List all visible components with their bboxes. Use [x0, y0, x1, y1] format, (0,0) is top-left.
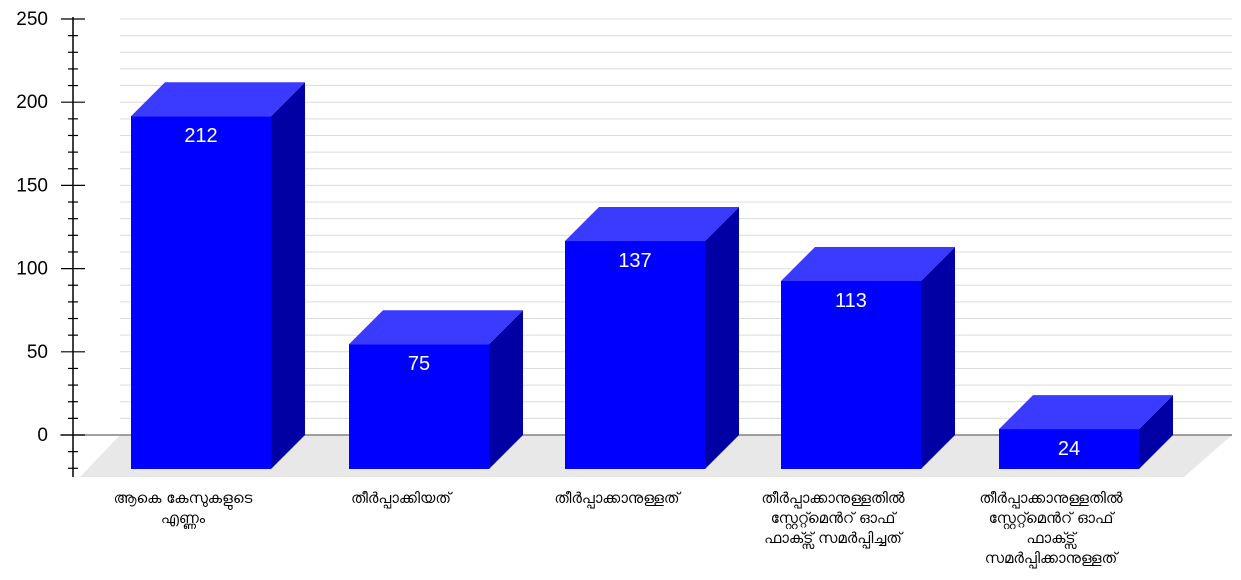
- bar-side-face: [921, 246, 955, 469]
- bar: 24: [999, 395, 1173, 469]
- bar-front-face: [999, 429, 1139, 469]
- bar-front-face: [349, 344, 489, 469]
- category-label-line: ഫാക്ട്സ് സമർപ്പിച്ചത്: [764, 529, 904, 550]
- category-label-line: തീർപ്പാക്കിയത്: [351, 489, 454, 509]
- category-label-line: തീർപ്പാക്കാനുള്ളത്: [554, 489, 682, 509]
- bar: 137: [565, 207, 739, 470]
- category-label: തീർപ്പാക്കാനുള്ളതിൽസ്റ്റേറ്റ്മെൻറ് ഓഫ്ഫാ…: [979, 489, 1122, 569]
- category-label-line: സമർപ്പിക്കാനുള്ളത്: [985, 549, 1120, 569]
- bar-top-face: [781, 246, 955, 281]
- category-label-line: സ്റ്റേറ്റ്മെൻറ് ഓഫ്: [771, 509, 898, 529]
- bar-top-face: [131, 82, 305, 117]
- bar-top-face: [999, 395, 1173, 430]
- bar-front-face: [565, 241, 705, 469]
- bar-top-face: [349, 310, 523, 345]
- y-tick-label: 200: [16, 92, 48, 113]
- category-labels: ആകെ കേസുകളുടെഎണ്ണം തീർപ്പാക്കിയത് തീർപ്പാക…: [114, 489, 1123, 569]
- bar-front-face: [131, 116, 271, 470]
- category-label-line: തീർപ്പാക്കാനുള്ളതിൽ: [761, 489, 904, 509]
- y-tick-label: 50: [27, 342, 48, 363]
- y-tick-label: 250: [16, 9, 48, 30]
- y-tick-label: 100: [16, 259, 48, 280]
- category-label: തീർപ്പാക്കാനുള്ളതിൽസ്റ്റേറ്റ്മെൻറ് ഓഫ്ഫാ…: [761, 489, 904, 550]
- bars: 212 75 137 113 24: [131, 82, 1173, 470]
- bar-front-face: [781, 280, 921, 469]
- category-label: ആകെ കേസുകളുടെഎണ്ണം: [114, 489, 253, 529]
- category-label-line: ഫാക്ട്സ്: [1026, 529, 1078, 550]
- bar-side-face: [489, 310, 523, 469]
- bar-top-face: [565, 207, 739, 242]
- y-tick-label: 0: [37, 425, 48, 446]
- category-label-line: ആകെ കേസുകളുടെ: [114, 489, 253, 511]
- bar-value-label: 24: [1058, 438, 1080, 460]
- bar-side-face: [271, 82, 305, 470]
- bar-value-label: 75: [408, 353, 430, 375]
- bar-side-face: [1139, 395, 1173, 469]
- category-label: തീർപ്പാക്കാനുള്ളത്: [554, 489, 682, 509]
- bar: 113: [781, 246, 955, 469]
- bar: 75: [349, 310, 523, 469]
- category-label-line: സ്റ്റേറ്റ്മെൻറ് ഓഫ്: [989, 509, 1116, 529]
- bar-value-label: 113: [835, 290, 867, 312]
- bar-value-label: 137: [618, 250, 651, 272]
- category-label: തീർപ്പാക്കിയത്: [351, 489, 454, 509]
- bar-side-face: [705, 207, 739, 470]
- y-axis: 0 50 100 150 200 250: [16, 9, 85, 477]
- category-label-line: തീർപ്പാക്കാനുള്ളതിൽ: [979, 489, 1122, 509]
- bar: 212: [131, 82, 305, 470]
- bar-value-label: 212: [184, 125, 217, 147]
- category-label-line: എണ്ണം: [161, 509, 206, 529]
- y-tick-label: 150: [16, 175, 48, 196]
